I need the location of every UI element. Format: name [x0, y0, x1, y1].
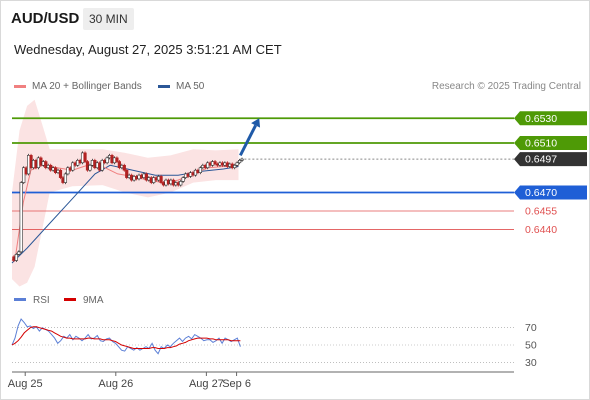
rsi-legend-swatch	[14, 298, 26, 301]
rsi-legend-label: 9MA	[83, 295, 104, 306]
rsi-line	[11, 318, 241, 355]
level-label-minor_support: 0.6440	[525, 224, 557, 236]
level-label-support: 0.6470	[525, 187, 557, 199]
x-axis-label: Aug 25	[8, 378, 43, 390]
trend-arrow-shaft	[239, 124, 257, 157]
candle-body	[240, 158, 244, 161]
candle-body	[233, 164, 237, 169]
level-label-resistance: 0.6510	[525, 138, 557, 150]
candle-body	[100, 160, 104, 171]
candle-body	[179, 181, 183, 186]
legend-item-ma20: MA 20 + Bollinger Bands	[14, 81, 142, 92]
level-pill-resistance	[514, 136, 587, 150]
candle-body	[14, 254, 18, 261]
level-label-minor_support: 0.6455	[525, 206, 557, 218]
x-axis-label: Aug 26	[98, 378, 133, 390]
candle-body	[235, 162, 239, 166]
candle-body	[22, 167, 26, 183]
candle-body	[66, 167, 70, 175]
candle-body	[213, 161, 217, 165]
rsi-tick-label: 70	[525, 322, 537, 334]
candle-body	[122, 164, 126, 171]
rsi-ma-line	[11, 326, 241, 349]
candle-body	[144, 173, 148, 181]
symbol-title: AUD/USD	[11, 10, 80, 27]
chart-header: AUD/USD 30 MIN	[1, 1, 589, 37]
legend-item-ma50: MA 50	[158, 81, 204, 92]
legend-ma20-label: MA 20 + Bollinger Bands	[32, 81, 142, 92]
datetime-label: Wednesday, August 27, 2025 3:51:21 AM CE…	[14, 42, 282, 57]
candle-body	[198, 167, 202, 173]
candle-body	[17, 251, 21, 255]
credit-label: Research © 2025 Trading Central	[431, 81, 581, 92]
candle-body	[181, 177, 185, 182]
candle-body	[125, 169, 129, 178]
rsi-tick-label: 30	[525, 357, 537, 369]
level-pill-resistance	[514, 111, 587, 126]
candle-body	[159, 176, 163, 183]
x-axis-label: Sep 6	[222, 378, 251, 390]
timeframe-badge[interactable]: 30 MIN	[83, 8, 134, 30]
candle-body	[63, 173, 68, 183]
candle-body	[19, 182, 23, 253]
candle-body	[117, 161, 121, 169]
candle-body	[83, 152, 87, 162]
level-label-current: 0.6497	[525, 154, 557, 166]
ma50-swatch	[158, 84, 170, 88]
candle-body	[58, 169, 63, 178]
level-label-resistance: 0.6530	[525, 113, 557, 125]
rsi-legend-swatch	[64, 298, 76, 301]
legend-ma50-label: MA 50	[176, 81, 205, 92]
rsi-legend-label: RSI	[33, 295, 50, 306]
candle-body	[115, 157, 119, 162]
level-pill-current	[514, 152, 587, 167]
candle-body	[237, 160, 242, 164]
candle-body	[71, 162, 75, 171]
level-pill-support	[514, 185, 587, 200]
x-axis-label: Aug 27	[189, 378, 224, 390]
candle-body	[44, 161, 48, 169]
candle-body	[88, 164, 92, 171]
rsi-tick-label: 50	[525, 340, 537, 352]
trend-arrow-head	[251, 118, 261, 128]
candle-body	[105, 157, 109, 164]
ma20-swatch	[14, 84, 26, 88]
